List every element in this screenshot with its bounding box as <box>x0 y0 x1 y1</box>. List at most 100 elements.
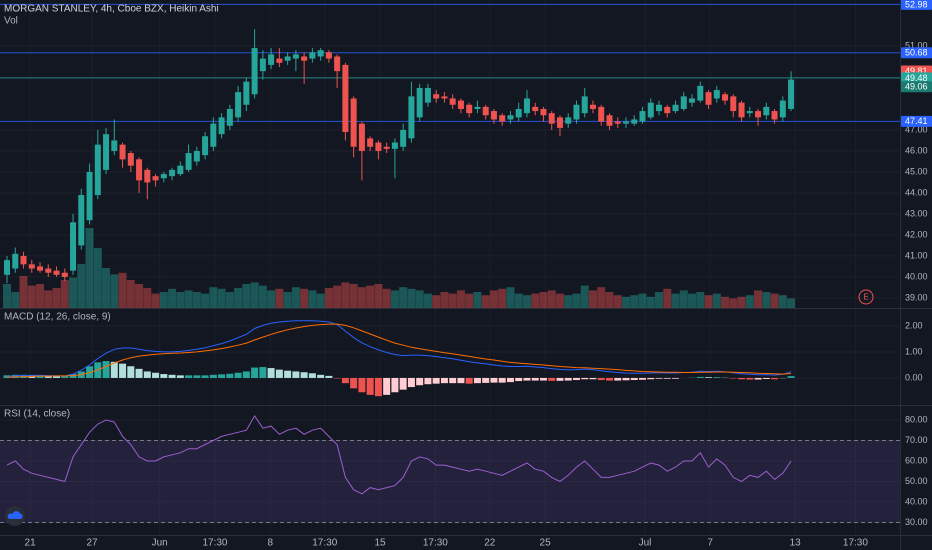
candle-body <box>383 146 390 149</box>
candle-body <box>788 79 795 109</box>
volume-bar <box>374 284 383 308</box>
macd-histogram-bar <box>581 377 589 380</box>
macd-histogram-bar <box>572 377 580 381</box>
volume-bar <box>118 272 127 308</box>
volume-bar <box>514 293 523 308</box>
candle-body <box>664 106 671 114</box>
x-tick-label: Jul <box>639 538 652 549</box>
candle-body <box>169 169 176 177</box>
volume-bar <box>721 296 730 308</box>
macd-histogram-bar <box>498 377 506 383</box>
price-tag-box <box>901 115 932 127</box>
macd-histogram-bar <box>705 377 713 378</box>
volume-bar <box>481 295 490 308</box>
earnings-label[interactable]: E <box>863 293 868 302</box>
candle-body <box>631 119 638 124</box>
volume-bar <box>580 285 589 308</box>
volume-bar <box>489 290 498 308</box>
macd-histogram-bar <box>605 377 613 381</box>
x-tick-label: 7 <box>707 538 713 549</box>
volume-bar <box>176 292 185 308</box>
x-tick-label: 15 <box>374 538 386 549</box>
candle-body <box>111 140 118 151</box>
macd-histogram-bar <box>119 363 127 378</box>
candle-body <box>342 64 349 133</box>
candle-body <box>268 54 275 65</box>
macd-histogram-bar <box>630 377 638 381</box>
volume-bar <box>36 284 45 308</box>
volume-bar <box>531 293 540 308</box>
candle-body <box>309 52 316 59</box>
macd-histogram-bar <box>473 377 481 384</box>
volume-bar <box>646 296 655 308</box>
macd-histogram-bar <box>284 370 292 378</box>
macd-histogram-bar <box>300 372 308 378</box>
price-tag-box <box>901 47 932 59</box>
macd-histogram-bar <box>564 377 572 381</box>
macd-histogram-bar <box>762 377 770 379</box>
macd-histogram-bar <box>457 377 465 384</box>
macd-histogram-bar <box>771 377 779 380</box>
x-tick-label: 17:30 <box>312 538 337 549</box>
macd-histogram-bar <box>292 371 300 378</box>
volume-bar <box>704 295 713 308</box>
macd-histogram-bar <box>160 374 168 378</box>
x-tick-label: 17:30 <box>423 538 448 549</box>
candle-body <box>730 96 737 112</box>
macd-histogram-bar <box>135 368 143 378</box>
volume-bar <box>201 293 210 308</box>
volume-bar <box>456 290 465 308</box>
macd-histogram-bar <box>374 377 382 397</box>
candle-body <box>136 159 143 181</box>
candle-body <box>358 123 365 151</box>
macd-histogram-bar <box>176 375 184 378</box>
macd-histogram-bar <box>449 377 457 384</box>
candle-body <box>53 270 60 275</box>
macd-histogram-bar <box>102 361 110 378</box>
volume-bar <box>415 290 424 308</box>
volume-bar <box>27 285 36 308</box>
macd-histogram-bar <box>696 376 704 378</box>
macd-histogram-bar <box>110 361 118 378</box>
volume-bar <box>102 268 111 308</box>
candle-body <box>499 115 506 122</box>
y-tick-label: 43.00 <box>905 208 928 218</box>
macd-histogram-bar <box>531 377 539 381</box>
price-tag-label: 49.06 <box>905 82 928 92</box>
macd-histogram-bar <box>746 377 754 380</box>
volume-bar <box>11 292 20 308</box>
candle-body <box>94 144 101 196</box>
y-tick-label: 80.00 <box>905 414 928 424</box>
candle-body <box>325 52 332 59</box>
candle-body <box>622 121 629 124</box>
y-tick-label: 0.00 <box>905 372 923 382</box>
volume-bar <box>333 285 342 308</box>
earnings-icon[interactable] <box>858 289 874 305</box>
volume-bar <box>69 277 78 308</box>
macd-histogram-bar <box>350 377 358 389</box>
macd-histogram-bar <box>556 377 564 381</box>
candle-body <box>243 81 250 105</box>
candle-body <box>746 111 753 114</box>
candle-body <box>37 266 44 271</box>
candle-body <box>722 94 729 101</box>
rsi-band <box>0 440 900 523</box>
candle-body <box>301 56 308 61</box>
candle-body <box>119 144 126 160</box>
x-tick-label: 8 <box>268 538 274 549</box>
candle-body <box>449 98 456 105</box>
candle-body <box>235 92 242 118</box>
volume-bar <box>110 274 119 308</box>
volume-bar <box>77 264 86 308</box>
volume-bar <box>745 295 754 308</box>
macd-histogram-bar <box>672 377 680 379</box>
candle-body <box>177 165 184 175</box>
macd-histogram-bar <box>754 377 762 380</box>
x-tick-label: 27 <box>86 538 98 549</box>
rsi-line <box>6 414 792 495</box>
macd-histogram-bar <box>53 375 61 378</box>
candle-body <box>259 58 266 72</box>
price-tag-label: 47.41 <box>905 116 928 126</box>
candle-body <box>400 129 407 147</box>
macd-histogram-bar <box>614 377 622 381</box>
